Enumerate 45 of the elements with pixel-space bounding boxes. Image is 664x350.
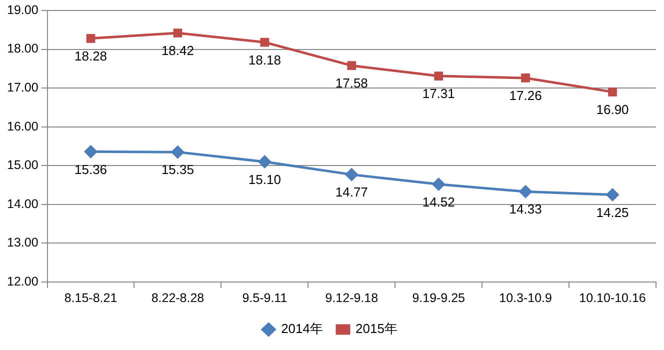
point [171,146,184,158]
data-label: 14.33 [509,202,542,217]
point [434,72,444,80]
data-label: 16.90 [596,102,629,118]
point [347,61,356,70]
data-label: 17.26 [509,88,542,104]
y-tick-label: 15.00 [7,158,38,172]
data-label: 15.36 [74,162,108,177]
point [173,28,182,38]
data-label: 18.18 [248,52,281,68]
point [606,188,619,201]
y-tick-label: 16.00 [7,119,38,134]
data-label: 17.58 [335,76,368,91]
data-label: 17.31 [422,86,455,102]
point [84,145,98,158]
point [345,168,358,181]
point [519,185,532,198]
point [86,34,96,43]
data-label: 18.42 [161,43,194,58]
x-tick-label: 9.5-9.11 [242,290,288,305]
x-tick-label: 9.12-9.18 [325,290,378,305]
point [258,156,271,168]
x-tick-label: 10.10-10.16 [579,290,646,305]
data-label: 18.28 [74,48,108,64]
y-tick-label: 12.00 [7,274,38,288]
legend-label: 2015年 [356,321,398,336]
point [432,178,445,191]
x-tick-label: 10.3-10.9 [499,290,552,305]
data-label: 15.10 [248,172,281,187]
x-tick-label: 9.19-9.25 [412,290,466,305]
point [260,38,270,47]
x-tick-label: 8.22-8.28 [151,290,204,305]
data-label: 15.35 [161,162,194,178]
y-tick-label: 17.00 [7,80,38,95]
data-label: 14.77 [335,184,368,200]
data-label: 14.52 [422,194,455,210]
point [608,88,617,96]
point [521,74,530,82]
x-tick-label: 8.15-8.21 [64,290,118,305]
legend-label: 2014年 [281,321,323,336]
y-tick-label: 14.00 [7,196,38,211]
y-tick-label: 19.00 [7,2,38,17]
y-tick-label: 18.00 [7,42,38,56]
y-tick-label: 13.00 [7,236,38,250]
data-label: 14.25 [596,204,629,220]
